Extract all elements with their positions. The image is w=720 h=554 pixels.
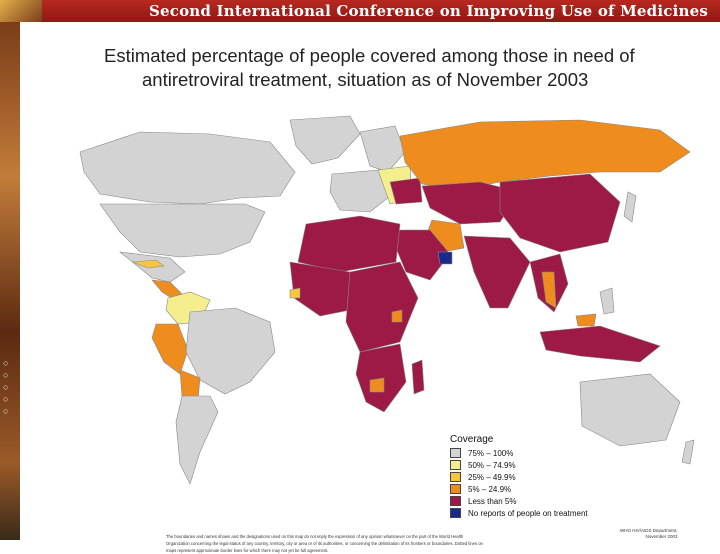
region-gulf-no-reports [437,251,453,265]
legend-swatch [450,496,461,506]
legend-item: 50% – 74.9% [450,459,588,471]
region-uganda [391,309,403,323]
world-map [79,115,695,485]
legend-label: 25% – 49.9% [468,472,516,482]
region-argentina-chile [175,395,219,485]
legend-swatch [450,472,461,482]
legend-label: Less than 5% [468,496,517,506]
legend-swatch [450,484,461,494]
region-philippines [599,287,615,315]
region-greenland [289,115,361,165]
legend-label: 50% – 74.9% [468,460,516,470]
legend-label: 5% – 24.9% [468,484,512,494]
legend-label: No reports of people on treatment [468,508,588,518]
region-central-asia [421,181,521,225]
legend-swatch [450,460,461,470]
legend-label: 75% – 100% [468,448,514,458]
legend-item: 25% – 49.9% [450,471,588,483]
legend-item: 75% – 100% [450,447,588,459]
region-central-east-africa [345,261,419,353]
legend-item: No reports of people on treatment [450,507,588,519]
region-thailand [541,271,557,309]
side-photo-strip: ○ ○ ○ ○ ○ [0,22,20,540]
region-botswana [369,377,385,393]
region-russia [399,119,691,191]
region-malaysia [575,313,597,327]
region-china [499,173,621,253]
region-southern-africa [355,343,407,413]
region-scandinavia [359,125,406,173]
region-canada [79,131,296,205]
region-new-zealand [681,439,695,465]
region-ukraine [389,177,423,205]
map-disclaimer: The boundaries and names shown and the d… [166,534,483,553]
region-australia [579,373,681,447]
map-legend: Coverage 75% – 100% 50% – 74.9% 25% – 49… [450,434,588,519]
map-credit: WHO HIV/AIDS Department, November 2003 [620,528,678,540]
legend-swatch [450,448,461,458]
banner-photo [0,0,42,22]
conference-banner: Second International Conference on Impro… [0,0,720,22]
banner-title: Second International Conference on Impro… [148,2,708,20]
region-north-africa [297,215,401,273]
map-title-line2: antiretroviral treatment, situation as o… [142,69,589,90]
region-madagascar [411,359,425,395]
slide: Estimated percentage of people covered a… [20,22,720,553]
side-strip-markers: ○ ○ ○ ○ ○ [3,358,9,416]
region-japan [623,191,637,223]
region-usa [99,203,266,258]
credit-line1: WHO HIV/AIDS Department, [620,528,678,533]
region-indonesia [539,325,661,363]
region-senegal [289,287,301,299]
legend-item: 5% – 24.9% [450,483,588,495]
region-peru-ecuador [151,323,189,375]
legend-item: Less than 5% [450,495,588,507]
region-brazil [185,307,276,395]
legend-swatch [450,508,461,518]
credit-line2: November 2003 [645,534,678,539]
map-title-line1: Estimated percentage of people covered a… [104,45,635,66]
region-caribbean [131,259,165,269]
legend-title: Coverage [450,434,494,445]
region-india [463,235,531,309]
